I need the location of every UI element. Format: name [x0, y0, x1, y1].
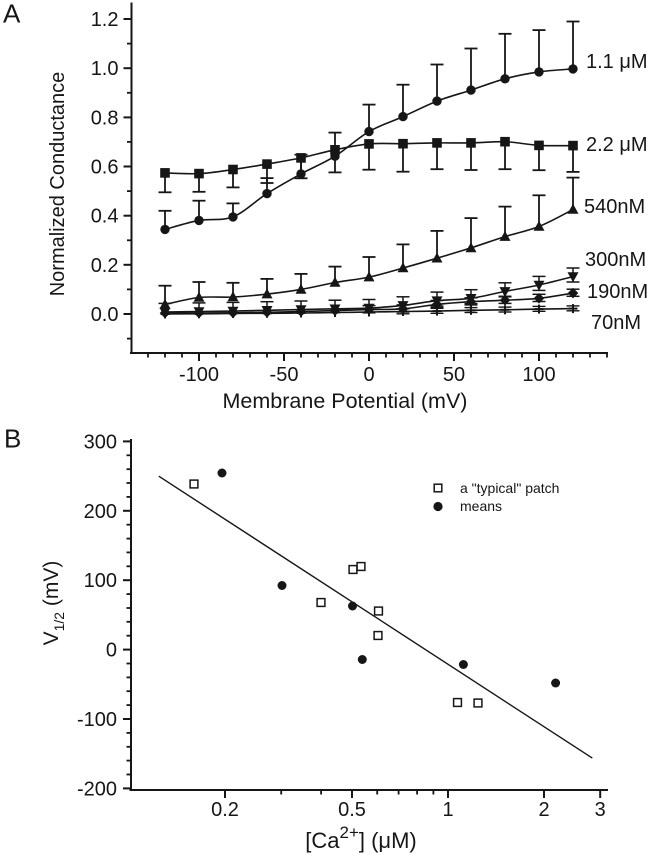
svg-text:1: 1: [442, 799, 453, 821]
svg-text:Membrane Potential (mV): Membrane Potential (mV): [223, 389, 468, 413]
svg-text:50: 50: [443, 364, 465, 386]
svg-text:0.5: 0.5: [338, 799, 366, 821]
svg-text:Normalized Conductance: Normalized Conductance: [47, 72, 69, 297]
svg-text:0.6: 0.6: [91, 157, 119, 179]
svg-text:V1/2 (mV): V1/2 (mV): [40, 561, 67, 646]
svg-text:0.2: 0.2: [211, 799, 239, 821]
svg-text:1.0: 1.0: [91, 58, 119, 80]
svg-text:2.2 μM: 2.2 μM: [586, 134, 648, 156]
svg-text:0.4: 0.4: [91, 206, 119, 228]
svg-text:1.2: 1.2: [91, 9, 119, 31]
svg-text:means: means: [460, 498, 502, 514]
svg-text:190nM: 190nM: [587, 281, 648, 303]
svg-text:300: 300: [84, 431, 117, 453]
svg-text:1.1 μM: 1.1 μM: [586, 51, 648, 73]
svg-text:0.8: 0.8: [91, 107, 119, 129]
svg-text:0: 0: [106, 640, 117, 662]
svg-text:0.2: 0.2: [91, 255, 119, 277]
svg-text:100: 100: [522, 364, 555, 386]
svg-text:100: 100: [84, 570, 117, 592]
svg-text:3: 3: [595, 799, 606, 821]
svg-text:A: A: [3, 0, 21, 29]
svg-text:a "typical" patch: a "typical" patch: [460, 480, 559, 496]
svg-text:-100: -100: [77, 709, 117, 731]
svg-text:B: B: [4, 424, 21, 454]
svg-text:0.0: 0.0: [91, 304, 119, 326]
svg-text:0: 0: [363, 364, 374, 386]
svg-text:-100: -100: [179, 364, 219, 386]
svg-text:300nM: 300nM: [585, 249, 646, 271]
svg-text:-200: -200: [77, 778, 117, 800]
svg-text:[Ca2+] (μM): [Ca2+] (μM): [305, 823, 417, 853]
svg-text:540nM: 540nM: [584, 196, 645, 218]
svg-text:-50: -50: [270, 364, 299, 386]
svg-text:70nM: 70nM: [591, 312, 641, 334]
svg-text:2: 2: [538, 799, 549, 821]
svg-text:200: 200: [84, 501, 117, 523]
